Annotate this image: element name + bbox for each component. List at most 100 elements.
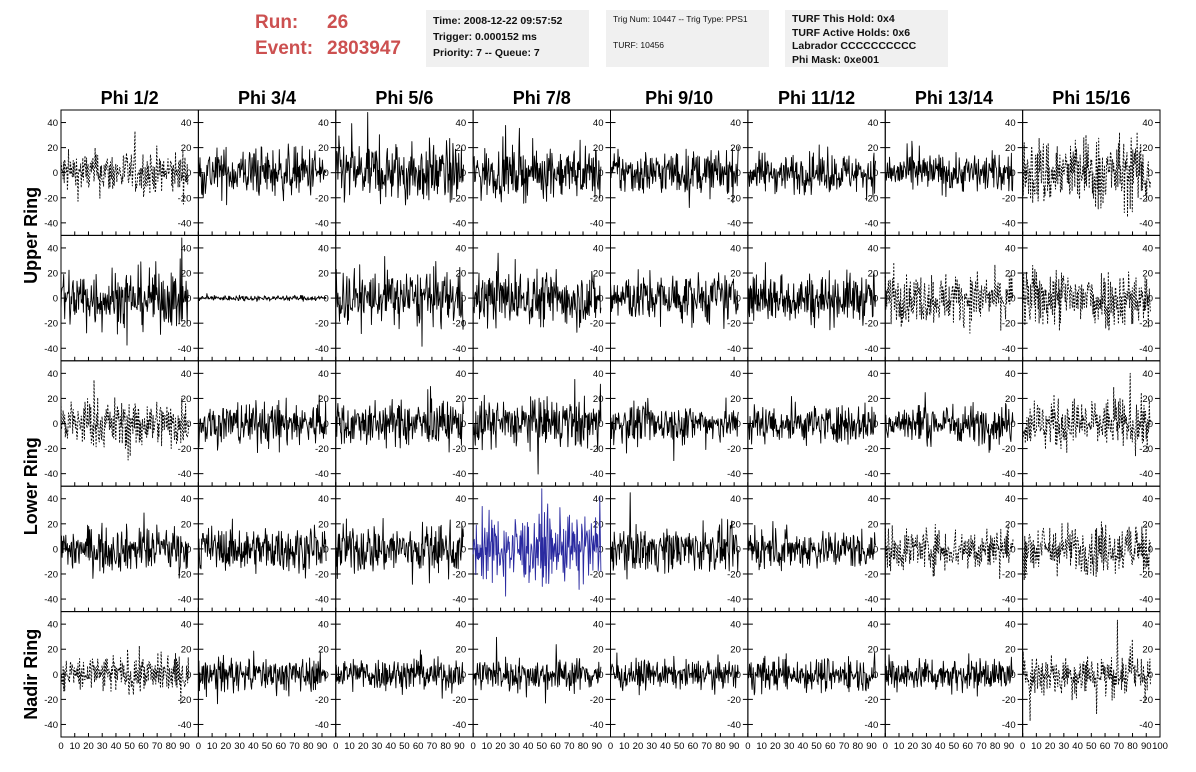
y-tick-label: 20 bbox=[593, 519, 604, 530]
x-tick-label: 90 bbox=[1004, 741, 1015, 752]
y-tick-label: 0 bbox=[736, 419, 741, 430]
y-tick-label: 0 bbox=[186, 294, 191, 305]
x-tick-label: 40 bbox=[385, 741, 396, 752]
y-tick-label: 40 bbox=[593, 620, 604, 631]
y-tick-label: 20 bbox=[730, 394, 741, 405]
x-tick-label: 30 bbox=[784, 741, 795, 752]
y-tick-label: 20 bbox=[47, 269, 58, 280]
y-tick-label: -20 bbox=[865, 319, 879, 330]
y-tick-label: -20 bbox=[590, 319, 604, 330]
y-tick-label: 40 bbox=[1142, 494, 1153, 505]
y-tick-label: 40 bbox=[730, 620, 741, 631]
y-tick-label: 20 bbox=[868, 519, 879, 530]
y-tick-label: 40 bbox=[1005, 118, 1016, 129]
y-tick-label: -20 bbox=[1139, 319, 1153, 330]
y-tick-label: 0 bbox=[736, 670, 741, 681]
waveform-trace bbox=[1022, 372, 1151, 457]
y-tick-label: -20 bbox=[452, 319, 466, 330]
x-tick-label: 0 bbox=[333, 741, 338, 752]
y-tick-label: -20 bbox=[315, 444, 329, 455]
panel-frame bbox=[884, 485, 1024, 613]
y-tick-label: 20 bbox=[456, 645, 467, 656]
y-tick-label: 40 bbox=[1005, 243, 1016, 254]
y-tick-label: 40 bbox=[181, 494, 192, 505]
y-tick-label: -40 bbox=[1002, 218, 1016, 229]
y-tick-label: -20 bbox=[315, 695, 329, 706]
x-tick-label: 20 bbox=[907, 741, 918, 752]
event-label: Event: bbox=[255, 38, 314, 59]
waveform-trace bbox=[884, 523, 1014, 580]
y-tick-label: -40 bbox=[452, 218, 466, 229]
y-tick-label: 40 bbox=[318, 494, 329, 505]
column-header: Phi 3/4 bbox=[238, 88, 296, 108]
y-tick-label: 40 bbox=[730, 243, 741, 254]
x-tick-label: 80 bbox=[578, 741, 589, 752]
column-header: Phi 7/8 bbox=[513, 88, 571, 108]
x-tick-label: 70 bbox=[1113, 741, 1124, 752]
x-tick-label: 90 bbox=[1141, 741, 1152, 752]
y-tick-label: 0 bbox=[1148, 294, 1153, 305]
y-tick-label: 40 bbox=[1005, 620, 1016, 631]
y-tick-label: 20 bbox=[1005, 645, 1016, 656]
waveform-trace bbox=[884, 653, 1014, 697]
x-tick-label: 80 bbox=[990, 741, 1001, 752]
y-tick-label: 20 bbox=[1005, 394, 1016, 405]
y-tick-label: 0 bbox=[461, 294, 466, 305]
x-tick-label: 60 bbox=[962, 741, 973, 752]
y-tick-label: -20 bbox=[44, 193, 58, 204]
y-tick-label: 40 bbox=[456, 118, 467, 129]
y-tick-label: 20 bbox=[1005, 143, 1016, 154]
time-info-box: Time: 2008-12-22 09:57:52 Trigger: 0.000… bbox=[426, 10, 589, 67]
y-tick-label: 0 bbox=[736, 168, 741, 179]
turf-active-text: TURF Active Holds: 0x6 bbox=[792, 26, 911, 39]
y-tick-label: -40 bbox=[865, 344, 879, 355]
waveform-trace bbox=[472, 252, 602, 333]
y-tick-label: 40 bbox=[593, 118, 604, 129]
waveform-trace bbox=[197, 394, 327, 454]
priority-text: Priority: 7 -- Queue: 7 bbox=[433, 47, 540, 59]
y-tick-label: -20 bbox=[178, 319, 192, 330]
y-tick-label: -40 bbox=[178, 595, 192, 606]
y-tick-label: 40 bbox=[456, 494, 467, 505]
x-tick-label: 60 bbox=[138, 741, 149, 752]
turf-text: TURF: 10456 bbox=[613, 40, 665, 50]
y-tick-label: -20 bbox=[452, 193, 466, 204]
run-label: Run: bbox=[255, 12, 299, 33]
x-tick-label: 90 bbox=[179, 741, 190, 752]
y-tick-label: 20 bbox=[318, 143, 329, 154]
y-tick-label: -40 bbox=[590, 218, 604, 229]
x-tick-label: 0 bbox=[608, 741, 613, 752]
y-tick-label: -40 bbox=[315, 720, 329, 731]
y-tick-label: -40 bbox=[1002, 469, 1016, 480]
y-tick-label: 0 bbox=[53, 294, 58, 305]
x-tick-label: 0 bbox=[883, 741, 888, 752]
waveform-trace bbox=[197, 143, 327, 206]
y-tick-label: 40 bbox=[47, 118, 58, 129]
y-tick-label: -40 bbox=[1002, 595, 1016, 606]
y-tick-label: 0 bbox=[1010, 544, 1015, 555]
y-tick-label: 40 bbox=[47, 620, 58, 631]
y-tick-label: 20 bbox=[1142, 394, 1153, 405]
y-tick-label: -20 bbox=[590, 569, 604, 580]
x-tick-label: 40 bbox=[111, 741, 122, 752]
waveform-trace bbox=[884, 140, 1014, 198]
y-tick-label: 0 bbox=[1010, 419, 1015, 430]
y-tick-label: -40 bbox=[1139, 344, 1153, 355]
waveform-trace bbox=[747, 395, 877, 446]
y-tick-label: 20 bbox=[868, 394, 879, 405]
y-tick-label: -40 bbox=[590, 344, 604, 355]
row-label: Nadir Ring bbox=[21, 629, 41, 720]
y-tick-label: -20 bbox=[1002, 193, 1016, 204]
turf-info-box: TURF This Hold: 0x4 TURF Active Holds: 0… bbox=[785, 10, 948, 67]
waveform-trace bbox=[747, 652, 877, 696]
y-tick-label: 0 bbox=[461, 544, 466, 555]
waveform-trace bbox=[472, 488, 602, 597]
x-tick-label: 10 bbox=[69, 741, 80, 752]
x-tick-label: 0 bbox=[58, 741, 63, 752]
y-tick-label: -20 bbox=[1139, 193, 1153, 204]
x-tick-label: 40 bbox=[798, 741, 809, 752]
y-tick-label: -20 bbox=[452, 695, 466, 706]
y-tick-label: 20 bbox=[593, 143, 604, 154]
y-tick-label: 0 bbox=[873, 168, 878, 179]
y-tick-label: -40 bbox=[452, 344, 466, 355]
